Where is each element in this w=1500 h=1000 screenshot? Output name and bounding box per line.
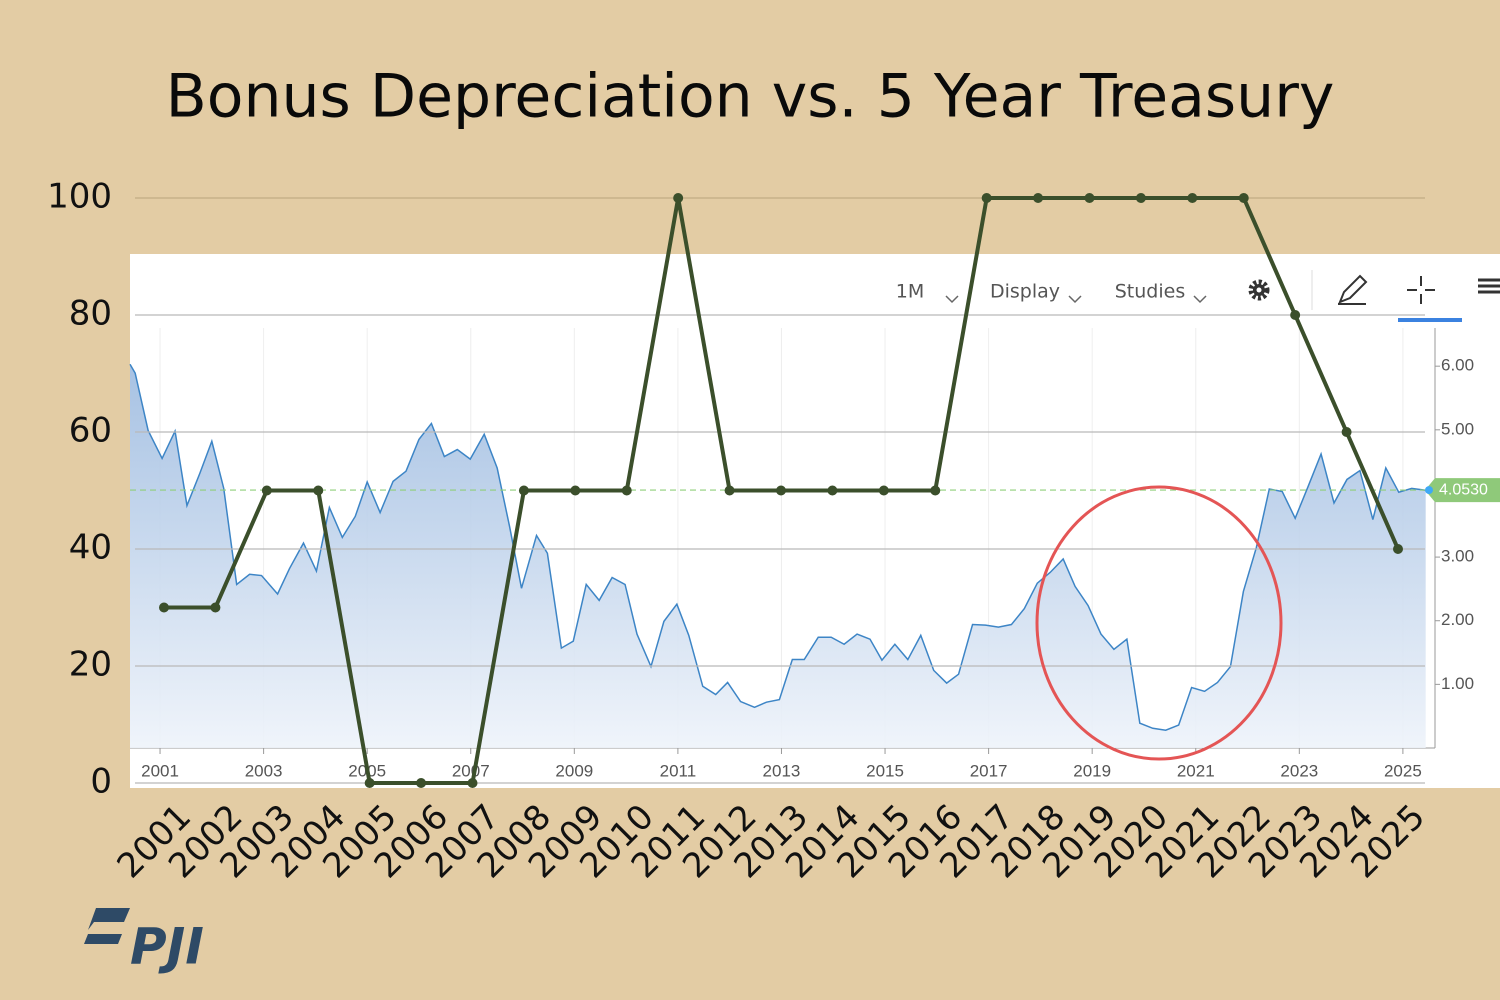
toolbar: 1M Display Studies — [896, 270, 1500, 322]
x-tick-label: 2023 — [1280, 761, 1318, 780]
point — [930, 485, 941, 496]
area-fill — [130, 364, 1426, 748]
y-tick-label: 2.00 — [1441, 610, 1474, 629]
x-tick-label: 2003 — [245, 761, 283, 780]
point — [364, 778, 375, 788]
point — [621, 485, 632, 496]
point — [261, 485, 272, 496]
interval-button[interactable]: 1M — [896, 281, 924, 303]
y-tick-label: 40 — [69, 528, 112, 568]
y-tick-label: 5.00 — [1441, 419, 1474, 438]
x-tick-label: 2019 — [1073, 761, 1111, 780]
y-tick-label: 20 — [69, 645, 112, 685]
point — [467, 778, 478, 788]
area-line — [129, 363, 1426, 731]
x-tick-label: 2017 — [970, 761, 1008, 780]
settings-icon[interactable] — [1248, 279, 1270, 301]
display-button[interactable]: Display — [990, 281, 1060, 303]
x-tick-label: 2011 — [660, 761, 697, 780]
x-tick-label: 2015 — [866, 761, 904, 780]
point — [1341, 427, 1352, 437]
highlight-circle — [1035, 485, 1283, 761]
y-tick-label: 1.00 — [1441, 674, 1474, 693]
point — [724, 485, 735, 496]
point — [313, 485, 324, 496]
x-tick-label: 2013 — [763, 761, 801, 780]
x-tick-label: 2009 — [555, 761, 593, 780]
point — [1238, 193, 1249, 203]
chart-title: Bonus Depreciation vs. 5 Year Treasury — [166, 62, 1335, 132]
logo: PJI — [84, 908, 204, 976]
x-tick-label: 2021 — [1177, 761, 1215, 780]
value-badge — [1425, 478, 1500, 503]
draw-icon[interactable] — [1338, 274, 1368, 305]
point — [673, 193, 684, 203]
chevron — [945, 295, 959, 304]
screenshot-panel: 2001 2003 2005 2007 2009 2011 2013 2015 2017 2019… — [129, 254, 1500, 788]
x-tick-label: 2007 — [452, 761, 490, 780]
y-tick-label: 6.00 — [1441, 356, 1474, 375]
x-tick-label: 2001 — [141, 761, 179, 780]
crosshair-icon[interactable] — [1407, 276, 1435, 304]
y-tick-label: 0 — [90, 762, 112, 802]
menu-icon[interactable] — [1478, 278, 1500, 294]
point — [518, 485, 529, 496]
point — [159, 602, 169, 613]
point — [776, 485, 786, 496]
logo-text: PJI — [130, 918, 204, 976]
y-tick-label: 3.00 — [1441, 547, 1474, 566]
studies-button[interactable]: Studies — [1115, 281, 1185, 303]
chevron — [1193, 295, 1207, 304]
y-tick-label: 100 — [47, 177, 112, 217]
point — [1187, 193, 1198, 203]
point — [416, 778, 427, 788]
point — [878, 485, 889, 496]
point — [1084, 193, 1095, 203]
point — [570, 485, 581, 496]
point — [827, 485, 838, 496]
overlay-line — [159, 193, 1403, 788]
last-point — [1425, 486, 1433, 495]
point — [1135, 193, 1146, 203]
point — [1393, 544, 1403, 554]
value-badge-label: 4.0530 — [1439, 481, 1488, 498]
x-tick-label: 2025 — [1384, 761, 1422, 780]
y-tick-label: 60 — [69, 411, 112, 451]
point — [981, 193, 992, 203]
y-tick-label: 80 — [69, 294, 112, 334]
active-indicator — [1398, 318, 1462, 322]
chevron — [1068, 295, 1082, 304]
point — [1033, 193, 1044, 203]
point — [1290, 310, 1301, 320]
point — [210, 602, 221, 613]
